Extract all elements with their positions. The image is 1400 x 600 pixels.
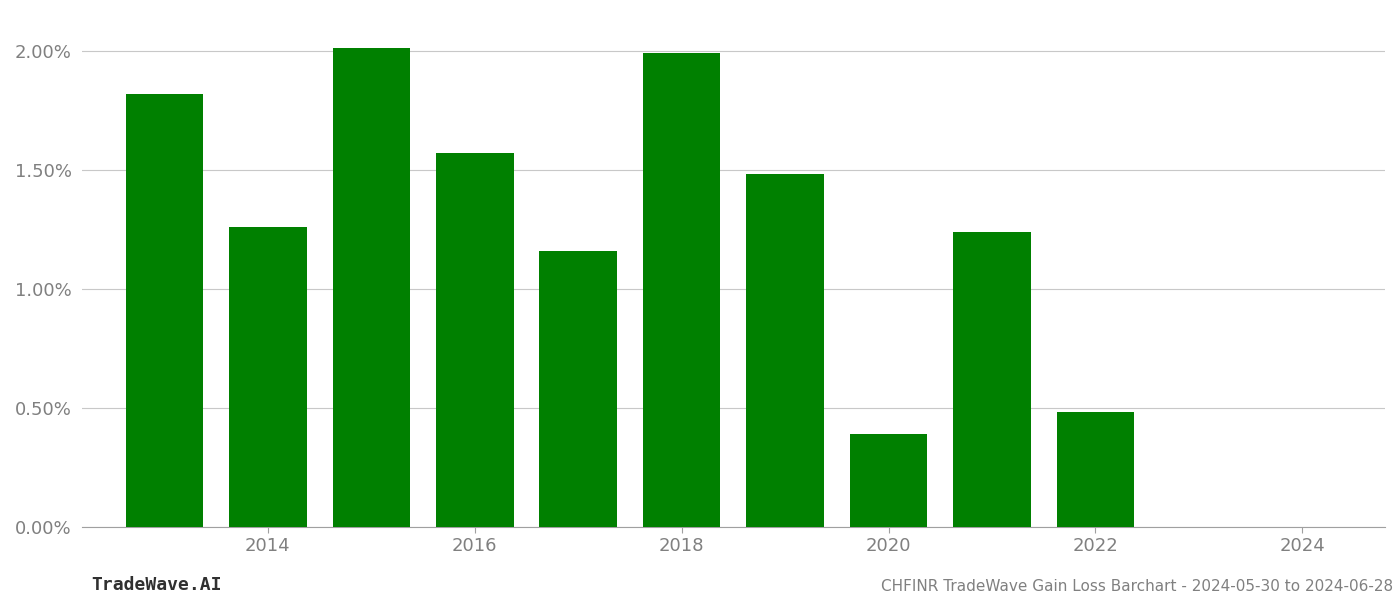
Text: TradeWave.AI: TradeWave.AI bbox=[91, 576, 221, 594]
Bar bbox=[230, 227, 307, 527]
Bar bbox=[953, 232, 1030, 527]
Bar bbox=[333, 49, 410, 527]
Bar bbox=[850, 434, 927, 527]
Bar bbox=[643, 53, 721, 527]
Bar bbox=[539, 251, 617, 527]
Bar bbox=[1057, 412, 1134, 527]
Bar bbox=[746, 175, 823, 527]
Bar bbox=[126, 94, 203, 527]
Bar bbox=[435, 153, 514, 527]
Text: CHFINR TradeWave Gain Loss Barchart - 2024-05-30 to 2024-06-28: CHFINR TradeWave Gain Loss Barchart - 20… bbox=[881, 579, 1393, 594]
